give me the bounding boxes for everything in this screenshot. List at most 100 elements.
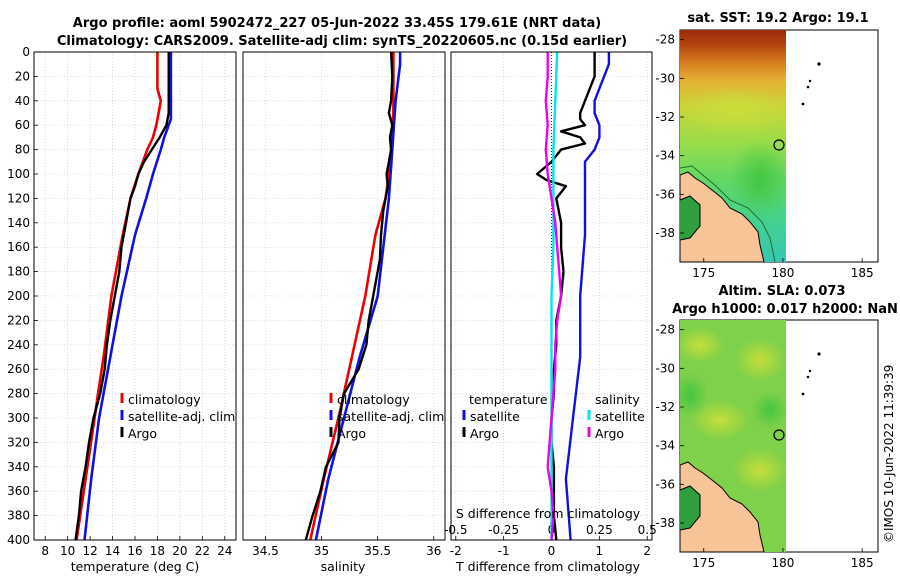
sst-map-title: sat. SST: 19.2 Argo: 19.1 bbox=[687, 11, 868, 26]
map-y-tick-label: -30 bbox=[655, 361, 675, 375]
x-tick-label: -1 bbox=[498, 544, 510, 558]
sla-kermadec-islands bbox=[801, 352, 821, 396]
map-y-tick-label: -36 bbox=[655, 187, 675, 201]
x-tick-label: 36 bbox=[426, 544, 441, 558]
temperature-xlabel: temperature (deg C) bbox=[71, 559, 200, 574]
sst-land-nz bbox=[680, 171, 765, 262]
series-group bbox=[304, 52, 402, 540]
salinity-xlabel: salinity bbox=[321, 559, 366, 574]
difference-panel: -2 -1 0 1 2-0.5 -0.25 0 0.25 0.5 bbox=[444, 51, 657, 558]
imos-watermark: ©IMOS 10-Jun-2022 11:39:39 bbox=[882, 365, 896, 543]
legend-s-argo: Argo bbox=[337, 426, 366, 441]
map-x-tick-label: 180 bbox=[772, 266, 795, 280]
sla-high-4 bbox=[732, 448, 786, 492]
x-tick-label: 1 bbox=[596, 544, 604, 558]
map-x-tick-label: 175 bbox=[692, 266, 715, 280]
x-tick-label: 2 bbox=[643, 544, 651, 558]
x-tick-top-label: -0.25 bbox=[488, 523, 519, 537]
series-line-argo bbox=[304, 52, 394, 540]
sla-land-nz bbox=[680, 461, 765, 552]
x-tick-label: 0 bbox=[548, 544, 556, 558]
sst-kermadec-islands bbox=[801, 62, 821, 106]
series-group bbox=[535, 52, 611, 540]
sla-high-3 bbox=[690, 400, 750, 440]
y-tick-label: 20 bbox=[15, 69, 30, 83]
y-tick-label: 120 bbox=[7, 191, 30, 205]
sst-warm-patch bbox=[680, 85, 786, 135]
x-tick-label: 18 bbox=[150, 544, 165, 558]
legend-temperature-title: temperature bbox=[469, 392, 548, 407]
legend-s-satellite: satellite-adj. clim bbox=[337, 409, 444, 424]
series-line-satellite-adj-clim bbox=[83, 52, 173, 540]
y-tick-label: 80 bbox=[15, 143, 30, 157]
legend-t-argo: Argo bbox=[128, 426, 157, 441]
sst-cool-patch bbox=[730, 140, 786, 220]
sst-argo-location bbox=[773, 139, 785, 151]
x-tick-top-label: 0.5 bbox=[638, 523, 657, 537]
y-tick-label: 400 bbox=[7, 533, 30, 547]
s-difference-xlabel: S difference from climatology bbox=[456, 506, 641, 521]
y-tick-label: 180 bbox=[7, 265, 30, 279]
sla-low-1 bbox=[752, 392, 786, 428]
figure-title-line1: Argo profile: aoml 5902472_227 05-Jun-20… bbox=[73, 16, 601, 31]
map-y-tick-label: -30 bbox=[655, 71, 675, 85]
x-tick-label: 35 bbox=[314, 544, 329, 558]
y-tick-label: 200 bbox=[7, 289, 30, 303]
y-tick-label: 380 bbox=[7, 509, 30, 523]
map-y-tick-label: -32 bbox=[655, 400, 675, 414]
sla-map-title-line1: Altim. SLA: 0.073 bbox=[719, 284, 846, 299]
figure-title-line2: Climatology: CARS2009. Satellite-adj cli… bbox=[57, 34, 627, 49]
series-line-s-satellite bbox=[550, 52, 559, 540]
x-tick-label: 34.5 bbox=[252, 544, 279, 558]
legend-d-s-argo: Argo bbox=[595, 426, 624, 441]
map-x-tick-label: 185 bbox=[851, 266, 874, 280]
series-line-s-argo bbox=[544, 52, 563, 540]
x-tick-label: 20 bbox=[172, 544, 187, 558]
sla-map-title-line2: Argo h1000: 0.017 h2000: NaN bbox=[672, 302, 898, 317]
map-x-tick-label: 175 bbox=[692, 556, 715, 570]
y-tick-label: 340 bbox=[7, 460, 30, 474]
legend-t-climatology: climatology bbox=[128, 392, 201, 407]
sst-shelf-contour bbox=[680, 195, 701, 241]
sla-high-2 bbox=[735, 338, 785, 382]
sst-coast-contour bbox=[680, 165, 776, 262]
legend-d-s-satellite: satellite bbox=[595, 409, 645, 424]
y-tick-label: 160 bbox=[7, 240, 30, 254]
sla-shelf-contour bbox=[680, 485, 701, 531]
map-y-tick-label: -28 bbox=[655, 323, 675, 337]
sla-map: Altim. SLA: 0.073 Argo h1000: 0.017 h200… bbox=[655, 284, 897, 570]
y-tick-label: 260 bbox=[7, 362, 30, 376]
x-tick-label: 16 bbox=[127, 544, 142, 558]
map-y-tick-label: -34 bbox=[655, 149, 675, 163]
map-y-tick-label: -32 bbox=[655, 110, 675, 124]
y-tick-label: 360 bbox=[7, 484, 30, 498]
y-tick-label: 280 bbox=[7, 387, 30, 401]
y-tick-label: 100 bbox=[7, 167, 30, 181]
series-group bbox=[74, 52, 173, 540]
y-tick-label: 240 bbox=[7, 338, 30, 352]
x-tick-label: 8 bbox=[41, 544, 49, 558]
x-tick-label: 24 bbox=[217, 544, 232, 558]
map-y-tick-label: -36 bbox=[655, 477, 675, 491]
legend-d-t-argo: Argo bbox=[470, 426, 499, 441]
y-tick-label: 40 bbox=[15, 94, 30, 108]
x-tick-label: 35.5 bbox=[364, 544, 391, 558]
x-tick-label: 12 bbox=[82, 544, 97, 558]
x-tick-top-label: 0.25 bbox=[586, 523, 613, 537]
map-x-tick-label: 185 bbox=[851, 556, 874, 570]
y-tick-label: 60 bbox=[15, 118, 30, 132]
map-y-tick-label: -28 bbox=[655, 33, 675, 47]
temperature-panel: 8 10 12 14 16 18 20 22 2402040608010012014016018… bbox=[7, 45, 237, 558]
map-y-tick-label: -38 bbox=[655, 226, 675, 240]
legend-d-t-satellite: satellite bbox=[470, 409, 520, 424]
sst-map: sat. SST: 19.2 Argo: 19.1 175 180 185 -28 -3… bbox=[655, 11, 879, 280]
map-y-tick-label: -34 bbox=[655, 439, 675, 453]
plot-frame bbox=[33, 51, 237, 541]
sla-high-1 bbox=[680, 327, 725, 363]
map-x-tick-label: 180 bbox=[772, 556, 795, 570]
x-tick-label: 14 bbox=[105, 544, 120, 558]
series-line-argo bbox=[74, 52, 170, 540]
sla-low-2 bbox=[680, 373, 708, 417]
legend-s-climatology: climatology bbox=[337, 392, 410, 407]
